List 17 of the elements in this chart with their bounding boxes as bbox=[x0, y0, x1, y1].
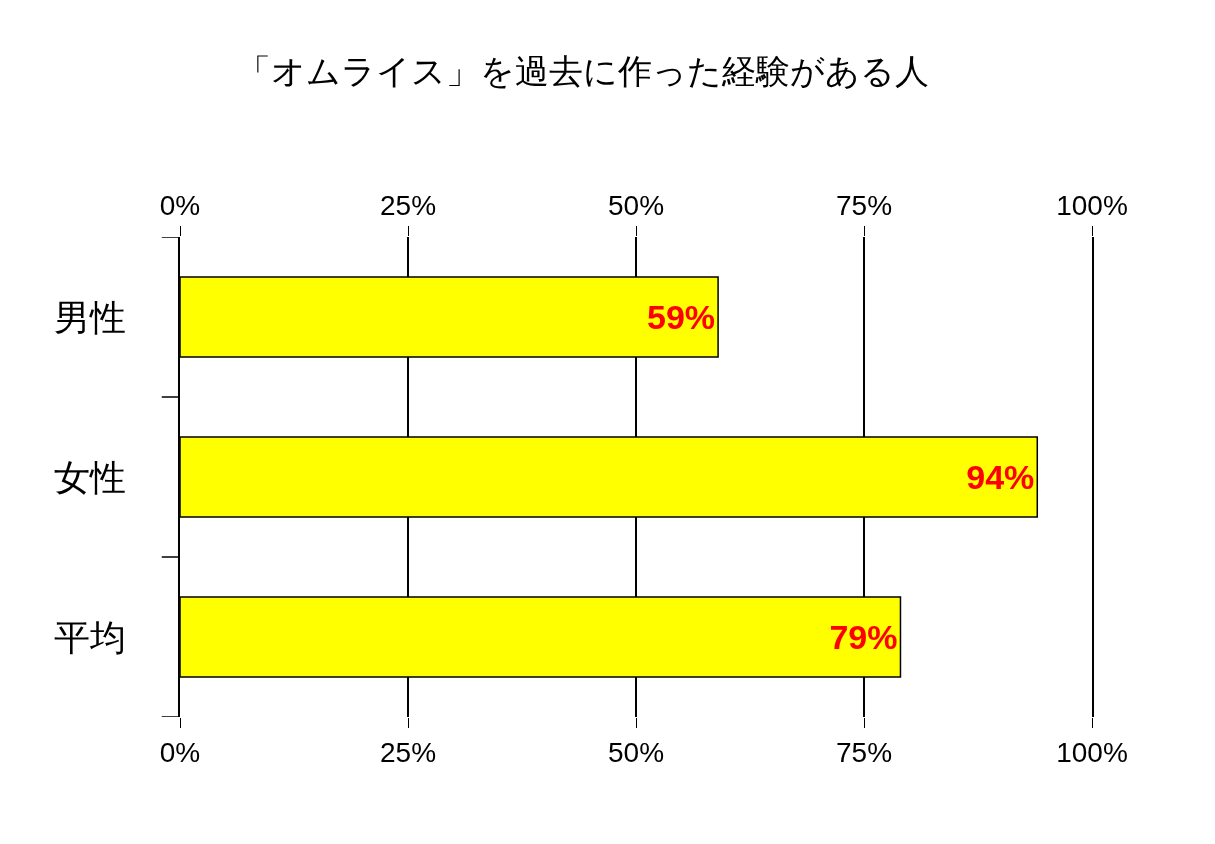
x2-tick-label: 75% bbox=[835, 736, 893, 768]
y-tick-label: 女性 bbox=[54, 456, 127, 498]
data-label: 94% bbox=[966, 458, 1035, 496]
x-tick-label: 0% bbox=[159, 189, 201, 221]
x-tick-label: 75% bbox=[835, 189, 893, 221]
data-label: 79% bbox=[829, 618, 898, 656]
x-tick-label: 50% bbox=[607, 189, 665, 221]
chart-title: 「オムライス」を過去に作った経験がある人 bbox=[237, 51, 930, 90]
x2-tick-label: 25% bbox=[379, 736, 437, 768]
x-tick-label: 100% bbox=[1056, 189, 1128, 221]
x-tick-label: 25% bbox=[379, 189, 437, 221]
x2-tick-label: 50% bbox=[607, 736, 665, 768]
y-tick-label: 男性 bbox=[54, 296, 127, 338]
x2-tick-label: 100% bbox=[1056, 736, 1128, 768]
y-tick-label: 平均 bbox=[54, 616, 127, 658]
data-label: 59% bbox=[647, 298, 716, 336]
x2-tick-label: 0% bbox=[159, 736, 201, 768]
